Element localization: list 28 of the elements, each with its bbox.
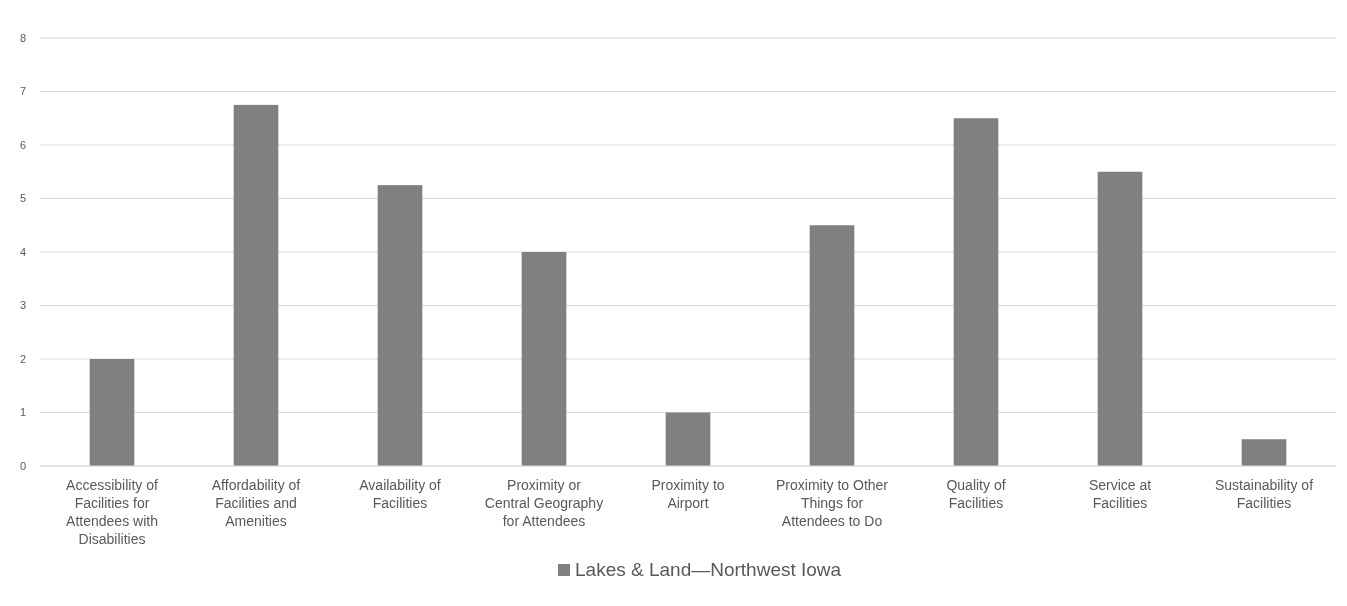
bar — [665, 412, 711, 466]
bar — [1097, 171, 1143, 466]
y-tick-label: 1 — [19, 406, 26, 419]
x-tick-label: Accessibility of Facilities for Attendees with Disabilities — [66, 477, 159, 547]
bar — [809, 225, 855, 466]
y-tick-label: 2 — [19, 352, 26, 365]
y-tick-label: 3 — [19, 299, 26, 312]
bar — [1241, 439, 1287, 466]
y-tick-label: 8 — [19, 31, 26, 44]
y-tick-label: 0 — [19, 459, 26, 472]
y-tick-label: 6 — [19, 138, 26, 151]
legend-label: Lakes & Land—Northwest Iowa — [575, 559, 842, 580]
bar — [377, 185, 423, 466]
y-tick-label: 7 — [19, 85, 26, 98]
x-tick-label: Availability of Facilities — [359, 477, 441, 511]
bar — [233, 104, 279, 466]
x-tick-label: Proximity to Airport — [651, 477, 725, 511]
x-tick-label: Proximity to Other Things for Attendees to Do — [775, 477, 889, 529]
x-tick-label: Quality of Facilities — [946, 477, 1006, 511]
bar — [953, 118, 999, 466]
x-tick-label: Sustainability of Facilities — [1214, 477, 1314, 511]
y-tick-label: 4 — [19, 245, 26, 258]
y-tick-label: 5 — [19, 192, 26, 205]
x-tick-label: Service at Facilities — [1088, 477, 1152, 511]
bar — [89, 359, 135, 466]
x-tick-label: Proximity or Central Geography for Attendees — [484, 477, 604, 529]
x-tick-label: Affordability of Facilities and Amenities — [211, 477, 301, 529]
bar — [521, 252, 567, 466]
